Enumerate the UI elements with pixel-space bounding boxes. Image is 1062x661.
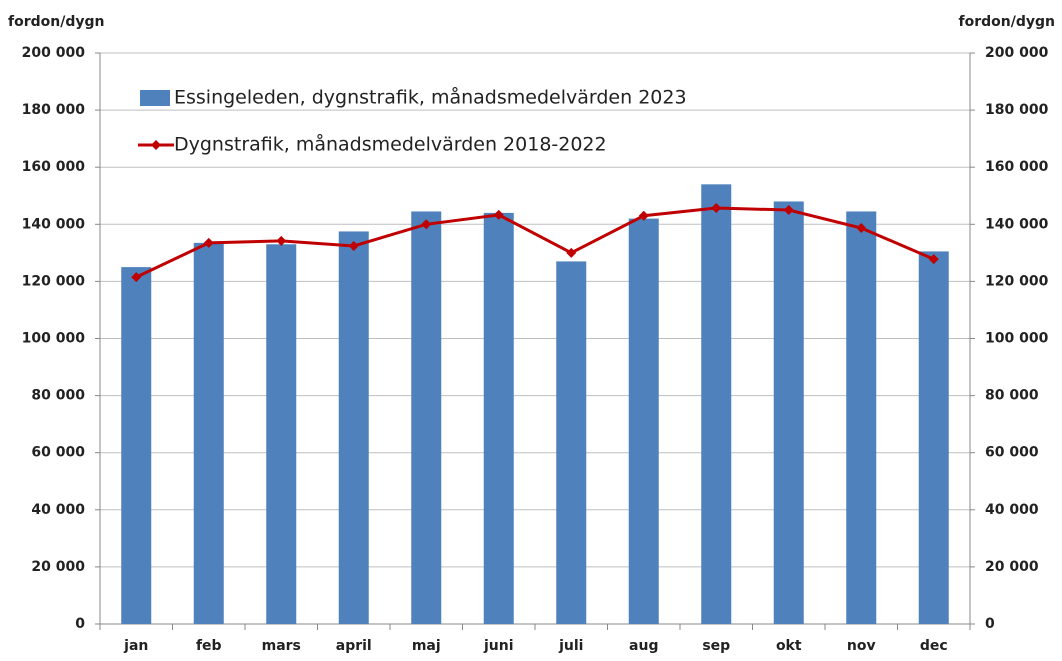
y-tick-label: 140 000 — [22, 216, 86, 232]
x-tick-label: juni — [483, 638, 514, 654]
y-tick-label: 200 000 — [22, 45, 86, 61]
x-tick-label: mars — [262, 638, 301, 654]
bar — [773, 201, 804, 624]
y2-tick-label: 180 000 — [985, 102, 1049, 118]
x-tick-label: aug — [629, 638, 658, 654]
legend-label: Dygnstrafik, månadsmedelvärden 2018-2022 — [174, 133, 607, 156]
bar — [918, 251, 949, 625]
y2-tick-label: 140 000 — [985, 216, 1049, 232]
bar — [846, 211, 877, 624]
y-tick-label: 100 000 — [22, 331, 86, 347]
bar — [556, 261, 587, 624]
y-tick-label: 60 000 — [31, 445, 85, 461]
y2-tick-label: 20 000 — [985, 559, 1039, 575]
marker — [711, 203, 722, 214]
bar — [483, 212, 514, 624]
y-tick-label: 120 000 — [22, 273, 86, 289]
x-tick-label: dec — [920, 638, 948, 654]
y2-tick-label: 100 000 — [985, 331, 1049, 347]
line — [135, 206, 935, 279]
x-tick-label: april — [336, 638, 372, 654]
marker — [276, 235, 287, 246]
y-tick-label: 20 000 — [31, 559, 85, 575]
y2-tick-label: 120 000 — [985, 273, 1049, 289]
x-tick-label: juli — [558, 638, 583, 654]
x-tick-label: nov — [847, 638, 876, 654]
y2-axis-title: fordon/dygn — [959, 14, 1055, 30]
y-tick-label: 180 000 — [22, 102, 86, 118]
y-tick-label: 80 000 — [31, 388, 85, 404]
marker — [856, 223, 867, 234]
bar — [266, 244, 297, 624]
y-tick-label: 0 — [75, 616, 85, 632]
bar — [193, 242, 224, 625]
bar — [628, 218, 659, 624]
y2-tick-label: 60 000 — [985, 445, 1039, 461]
x-tick-label: sep — [702, 638, 730, 654]
y-tick-label: 160 000 — [22, 159, 86, 175]
x-tick-label: feb — [196, 638, 222, 654]
x-tick-label: okt — [776, 638, 802, 654]
y2-tick-label: 0 — [985, 616, 995, 632]
y-tick-label: 40 000 — [31, 502, 85, 518]
marker — [493, 209, 504, 220]
legend-swatch — [140, 90, 170, 106]
marker — [203, 237, 214, 248]
legend-swatch — [151, 140, 161, 150]
marker — [783, 205, 794, 216]
x-tick-label: maj — [412, 638, 441, 654]
legend-label: Essingeleden, dygnstrafik, månadsmedelvä… — [174, 86, 687, 109]
y2-tick-label: 40 000 — [985, 502, 1039, 518]
bar — [338, 231, 369, 624]
bar — [411, 211, 442, 624]
marker — [131, 272, 142, 283]
y-axis-title: fordon/dygn — [8, 14, 104, 30]
bar — [701, 184, 732, 624]
marker — [638, 210, 649, 221]
marker — [566, 247, 577, 258]
x-tick-label: jan — [123, 638, 148, 654]
y2-tick-label: 200 000 — [985, 45, 1049, 61]
marker — [421, 219, 432, 230]
y2-tick-label: 80 000 — [985, 388, 1039, 404]
y2-tick-label: 160 000 — [985, 159, 1049, 175]
marker — [928, 254, 939, 265]
marker — [348, 240, 359, 251]
bar — [121, 267, 152, 624]
